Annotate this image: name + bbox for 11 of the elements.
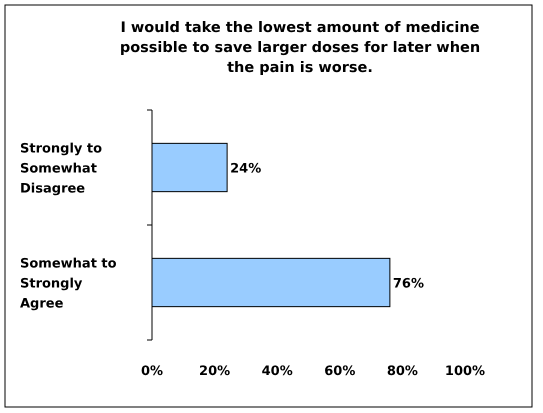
chart-title: I would take the lowest amount of medicine possible to save larger doses for later when the pain is worse. xyxy=(120,20,480,76)
y-tick-label: Somewhat to Strongly Agree xyxy=(20,256,117,312)
x-tick-label: 80% xyxy=(386,364,418,379)
x-tick-label: 100% xyxy=(444,364,486,379)
x-tick-label: 0% xyxy=(140,364,164,379)
data-label: 24% xyxy=(230,162,262,176)
x-tick-label: 60% xyxy=(324,364,356,379)
data-label: 76% xyxy=(392,276,424,292)
x-tick-label: 40% xyxy=(262,364,293,379)
y-tick-label: Strongly to Somewhat Disagree xyxy=(20,142,102,196)
x-tick-label: 20% xyxy=(199,364,230,379)
